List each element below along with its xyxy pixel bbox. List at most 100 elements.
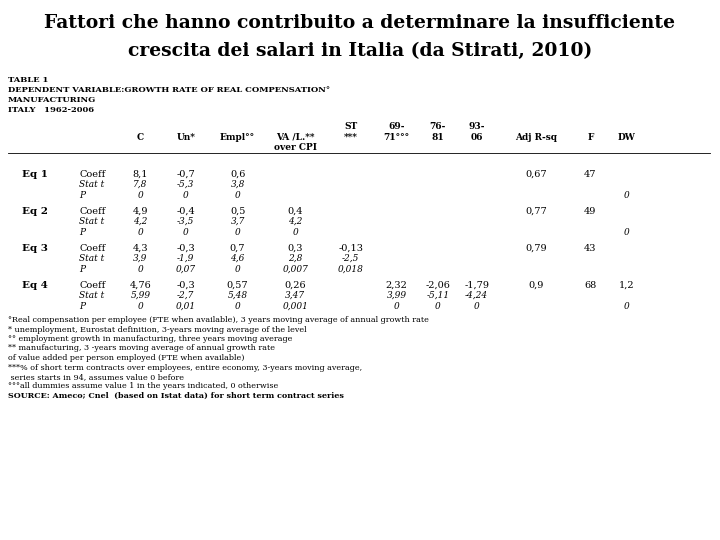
Text: * unemployment, Eurostat definition, 3-years moving average of the level: * unemployment, Eurostat definition, 3-y… <box>8 326 307 334</box>
Text: 1,2: 1,2 <box>618 281 634 290</box>
Text: Coeff: Coeff <box>79 207 105 216</box>
Text: Stat t: Stat t <box>79 291 104 300</box>
Text: 7,8: 7,8 <box>133 180 148 189</box>
Text: ITALY   1962-2006: ITALY 1962-2006 <box>8 106 94 114</box>
Text: DW: DW <box>618 133 635 142</box>
Text: 81: 81 <box>431 133 444 142</box>
Text: 3,7: 3,7 <box>230 217 245 226</box>
Text: 0,77: 0,77 <box>526 207 547 216</box>
Text: -1,79: -1,79 <box>464 281 489 290</box>
Text: P: P <box>79 265 85 274</box>
Text: 43: 43 <box>584 244 597 253</box>
Text: °° employment growth in manufacturing, three years moving average: °° employment growth in manufacturing, t… <box>8 335 292 343</box>
Text: Stat t: Stat t <box>79 217 104 226</box>
Text: Coeff: Coeff <box>79 170 105 179</box>
Text: 4,2: 4,2 <box>133 217 148 226</box>
Text: Coeff: Coeff <box>79 244 105 253</box>
Text: Coeff: Coeff <box>79 281 105 290</box>
Text: 0,57: 0,57 <box>227 281 248 290</box>
Text: 3,47: 3,47 <box>285 291 305 300</box>
Text: 2,32: 2,32 <box>386 281 408 290</box>
Text: 0,01: 0,01 <box>176 302 196 311</box>
Text: 8,1: 8,1 <box>132 170 148 179</box>
Text: 4,76: 4,76 <box>130 281 151 290</box>
Text: 3,9: 3,9 <box>133 254 148 263</box>
Text: 4,9: 4,9 <box>132 207 148 216</box>
Text: Adj R-sq: Adj R-sq <box>516 133 557 142</box>
Text: -0,4: -0,4 <box>176 207 195 216</box>
Text: 0: 0 <box>435 302 441 311</box>
Text: 0,07: 0,07 <box>176 265 196 274</box>
Text: 0: 0 <box>474 302 480 311</box>
Text: F: F <box>588 133 593 142</box>
Text: 0: 0 <box>292 228 298 237</box>
Text: 0: 0 <box>235 265 240 274</box>
Text: 0: 0 <box>183 228 189 237</box>
Text: 3,99: 3,99 <box>387 291 407 300</box>
Text: 0,9: 0,9 <box>528 281 544 290</box>
Text: 0,007: 0,007 <box>282 265 308 274</box>
Text: 2,8: 2,8 <box>288 254 302 263</box>
Text: 0: 0 <box>235 191 240 200</box>
Text: -5,3: -5,3 <box>177 180 194 189</box>
Text: 0: 0 <box>138 228 143 237</box>
Text: -0,13: -0,13 <box>338 244 363 253</box>
Text: ***: *** <box>343 133 358 142</box>
Text: 49: 49 <box>584 207 597 216</box>
Text: 0,7: 0,7 <box>230 244 246 253</box>
Text: 0,67: 0,67 <box>526 170 547 179</box>
Text: 4,2: 4,2 <box>288 217 302 226</box>
Text: 0: 0 <box>138 265 143 274</box>
Text: -1,9: -1,9 <box>177 254 194 263</box>
Text: 47: 47 <box>584 170 597 179</box>
Text: 0,001: 0,001 <box>282 302 308 311</box>
Text: 4,3: 4,3 <box>132 244 148 253</box>
Text: ** manufacturing, 3 -years moving average of annual growth rate: ** manufacturing, 3 -years moving averag… <box>8 345 275 353</box>
Text: 5,48: 5,48 <box>228 291 248 300</box>
Text: -0,3: -0,3 <box>176 244 195 253</box>
Text: 0: 0 <box>235 302 240 311</box>
Text: 4,6: 4,6 <box>230 254 245 263</box>
Text: 69-: 69- <box>389 122 405 131</box>
Text: Stat t: Stat t <box>79 180 104 189</box>
Text: 06: 06 <box>470 133 483 142</box>
Text: -0,3: -0,3 <box>176 281 195 290</box>
Text: 0,79: 0,79 <box>526 244 547 253</box>
Text: DEPENDENT VARIABLE:GROWTH RATE OF REAL COMPENSATION°: DEPENDENT VARIABLE:GROWTH RATE OF REAL C… <box>8 86 330 94</box>
Text: 76-: 76- <box>430 122 446 131</box>
Text: 0: 0 <box>183 191 189 200</box>
Text: over CPI: over CPI <box>274 143 317 152</box>
Text: 0,26: 0,26 <box>284 281 306 290</box>
Text: 3,8: 3,8 <box>230 180 245 189</box>
Text: Eq 3: Eq 3 <box>22 244 48 253</box>
Text: -2,7: -2,7 <box>177 291 194 300</box>
Text: °Real compensation per employee (FTE when available), 3 years moving average of : °Real compensation per employee (FTE whe… <box>8 316 429 324</box>
Text: TABLE 1: TABLE 1 <box>8 76 48 84</box>
Text: C: C <box>137 133 144 142</box>
Text: -4,24: -4,24 <box>465 291 488 300</box>
Text: of value added per person employed (FTE when available): of value added per person employed (FTE … <box>8 354 245 362</box>
Text: Stat t: Stat t <box>79 254 104 263</box>
Text: MANUFACTURING: MANUFACTURING <box>8 96 96 104</box>
Text: °°°all dummies assume value 1 in the years indicated, 0 otherwise: °°°all dummies assume value 1 in the yea… <box>8 382 278 390</box>
Text: Eq 2: Eq 2 <box>22 207 48 216</box>
Text: -2,06: -2,06 <box>426 281 450 290</box>
Text: 0: 0 <box>624 191 629 200</box>
Text: P: P <box>79 228 85 237</box>
Text: crescita dei salari in Italia (da Stirati, 2010): crescita dei salari in Italia (da Stirat… <box>128 42 592 60</box>
Text: -2,5: -2,5 <box>342 254 359 263</box>
Text: Un*: Un* <box>176 133 195 142</box>
Text: -5,11: -5,11 <box>426 291 449 300</box>
Text: 0: 0 <box>138 191 143 200</box>
Text: 0,6: 0,6 <box>230 170 246 179</box>
Text: 68: 68 <box>584 281 597 290</box>
Text: 0,4: 0,4 <box>287 207 303 216</box>
Text: 0,5: 0,5 <box>230 207 246 216</box>
Text: 93-: 93- <box>469 122 485 131</box>
Text: 0,3: 0,3 <box>287 244 303 253</box>
Text: Eq 4: Eq 4 <box>22 281 48 290</box>
Text: Eq 1: Eq 1 <box>22 170 48 179</box>
Text: 0: 0 <box>235 228 240 237</box>
Text: -3,5: -3,5 <box>177 217 194 226</box>
Text: SOURCE: Ameco; Cnel  (based on Istat data) for short term contract series: SOURCE: Ameco; Cnel (based on Istat data… <box>8 392 344 400</box>
